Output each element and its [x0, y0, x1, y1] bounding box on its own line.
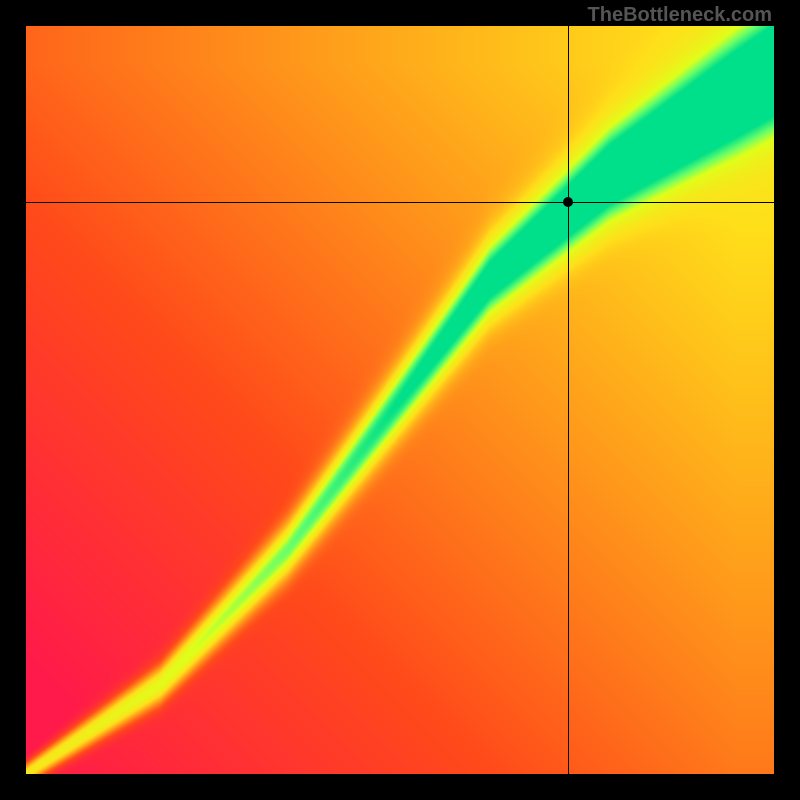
crosshair-horizontal	[26, 202, 774, 203]
chart-container: TheBottleneck.com	[0, 0, 800, 800]
attribution-text: TheBottleneck.com	[588, 4, 772, 27]
heatmap-canvas	[26, 26, 774, 774]
crosshair-marker	[563, 197, 573, 207]
plot-frame	[26, 26, 774, 774]
crosshair-vertical	[568, 26, 569, 774]
